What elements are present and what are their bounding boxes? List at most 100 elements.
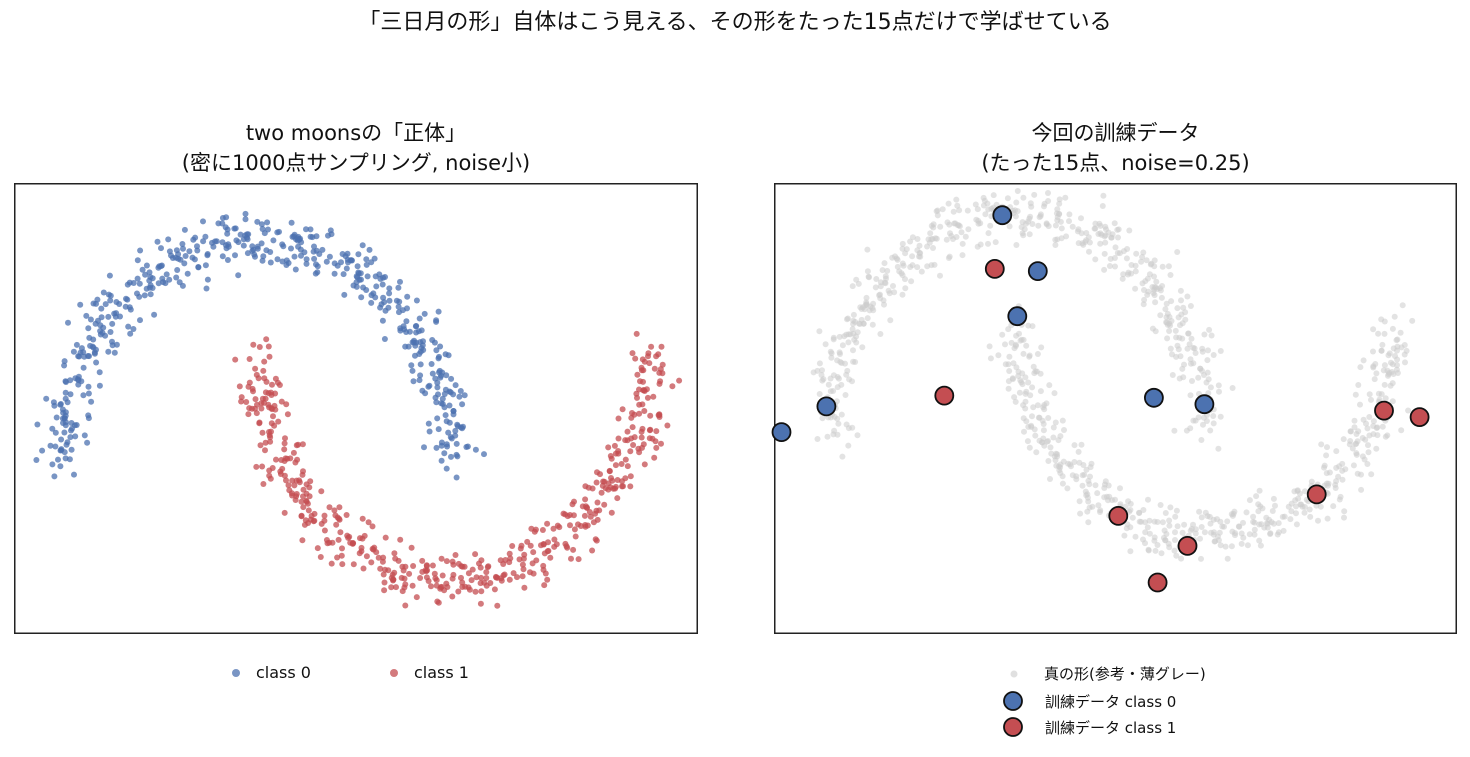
- class-1-point: [266, 404, 273, 411]
- class-0-point: [280, 243, 287, 250]
- class-1-point: [443, 558, 450, 565]
- class-0-point: [224, 257, 231, 263]
- true-shape-point: [1355, 382, 1362, 388]
- class-0-point: [231, 225, 238, 232]
- true-shape-point: [1079, 482, 1086, 489]
- class-0-point: [386, 285, 393, 292]
- true-shape-point: [1021, 428, 1027, 435]
- true-shape-point: [1011, 394, 1018, 401]
- class-0-point: [358, 294, 365, 301]
- true-shape-point: [1229, 385, 1236, 391]
- class-0-point: [259, 257, 266, 264]
- class-1-point: [449, 558, 456, 565]
- class-0-point: [57, 463, 64, 470]
- class-1-point: [373, 549, 380, 556]
- true-shape-point: [853, 276, 860, 283]
- class-0-point: [436, 353, 442, 360]
- true-shape-point: [1187, 356, 1194, 363]
- train-class-1-point: [984, 259, 1005, 279]
- class-1-point: [551, 536, 558, 543]
- class-1-point: [641, 408, 648, 414]
- class-1-point: [381, 579, 388, 586]
- class-0-point: [59, 406, 66, 413]
- true-shape-point: [1047, 476, 1053, 482]
- true-shape-point: [1016, 389, 1023, 396]
- class-0-point: [219, 253, 226, 260]
- class-0-point: [331, 260, 338, 267]
- true-shape-point: [1201, 529, 1208, 536]
- true-shape-point: [1136, 518, 1143, 525]
- true-shape-point: [1145, 546, 1152, 553]
- true-shape-point: [1051, 390, 1058, 397]
- true-shape-point: [1040, 421, 1047, 427]
- class-1-point: [321, 512, 328, 519]
- true-shape-point: [845, 442, 852, 449]
- class-0-point: [386, 297, 393, 304]
- true-shape-point: [1336, 463, 1343, 470]
- class-0-point: [433, 444, 440, 451]
- true-shape-point: [1371, 376, 1378, 383]
- true-shape-point: [1368, 471, 1375, 478]
- class-1-point: [250, 341, 257, 348]
- class-1-point: [605, 444, 612, 451]
- class-1-point: [606, 467, 613, 474]
- true-shape-point: [1269, 508, 1276, 514]
- class-1-point: [563, 543, 570, 550]
- class-1-point: [465, 584, 472, 591]
- class-0-point: [429, 370, 436, 377]
- class-0-point: [368, 259, 375, 266]
- class-0-point: [62, 395, 69, 402]
- class-1-point: [281, 440, 288, 447]
- true-shape-point: [1029, 413, 1035, 420]
- class-1-point: [658, 440, 664, 447]
- true-shape-point: [1228, 543, 1235, 550]
- legend-item-train-class-1: 訓練データ class 1: [1001, 715, 1176, 739]
- true-shape-point: [1364, 461, 1371, 467]
- true-shape-point: [1066, 218, 1072, 225]
- class-0-point: [105, 348, 112, 355]
- class-1-point: [424, 567, 431, 574]
- class-0-point: [291, 231, 298, 238]
- class-1-point: [493, 573, 499, 580]
- class-1-point: [585, 484, 592, 491]
- class-0-point: [223, 242, 229, 249]
- class-1-point: [607, 484, 614, 491]
- class-0-point: [39, 447, 46, 454]
- true-shape-point: [1224, 518, 1231, 525]
- class-1-point: [268, 389, 274, 396]
- class-0-point: [67, 434, 74, 441]
- class-0-point: [34, 421, 41, 428]
- true-shape-point: [1036, 414, 1043, 421]
- true-shape-point: [1085, 498, 1092, 505]
- class-0-point: [288, 219, 295, 226]
- class-0-point: [212, 238, 219, 245]
- true-shape-point: [1351, 424, 1358, 431]
- class-0-point: [93, 346, 99, 353]
- class-1-point: [571, 526, 578, 533]
- true-shape-point: [1341, 508, 1348, 515]
- class-0-point: [70, 348, 77, 355]
- class-0-point: [354, 263, 361, 270]
- true-shape-point: [1073, 476, 1080, 483]
- true-shape-point: [1211, 529, 1217, 536]
- class-0-point: [385, 304, 392, 311]
- class-0-point: [442, 412, 449, 419]
- class-1-point: [356, 550, 363, 557]
- true-shape-point: [1112, 244, 1119, 251]
- true-shape-point: [1198, 524, 1205, 530]
- true-shape-point: [1086, 481, 1093, 488]
- true-shape-point: [1112, 263, 1118, 270]
- true-shape-point: [828, 354, 835, 361]
- class-1-point: [238, 398, 245, 405]
- class-1-point: [278, 398, 285, 405]
- true-shape-point: [1061, 427, 1067, 433]
- class-1-point: [281, 509, 288, 516]
- class-0-point: [298, 252, 304, 259]
- class-1-point: [347, 539, 354, 546]
- true-shape-point: [1340, 436, 1347, 443]
- true-shape-point: [1370, 348, 1376, 355]
- true-shape-point: [1078, 215, 1084, 222]
- class-0-point: [438, 400, 445, 407]
- legend-marker-true-shape: [1010, 670, 1018, 677]
- class-1-point: [335, 536, 342, 543]
